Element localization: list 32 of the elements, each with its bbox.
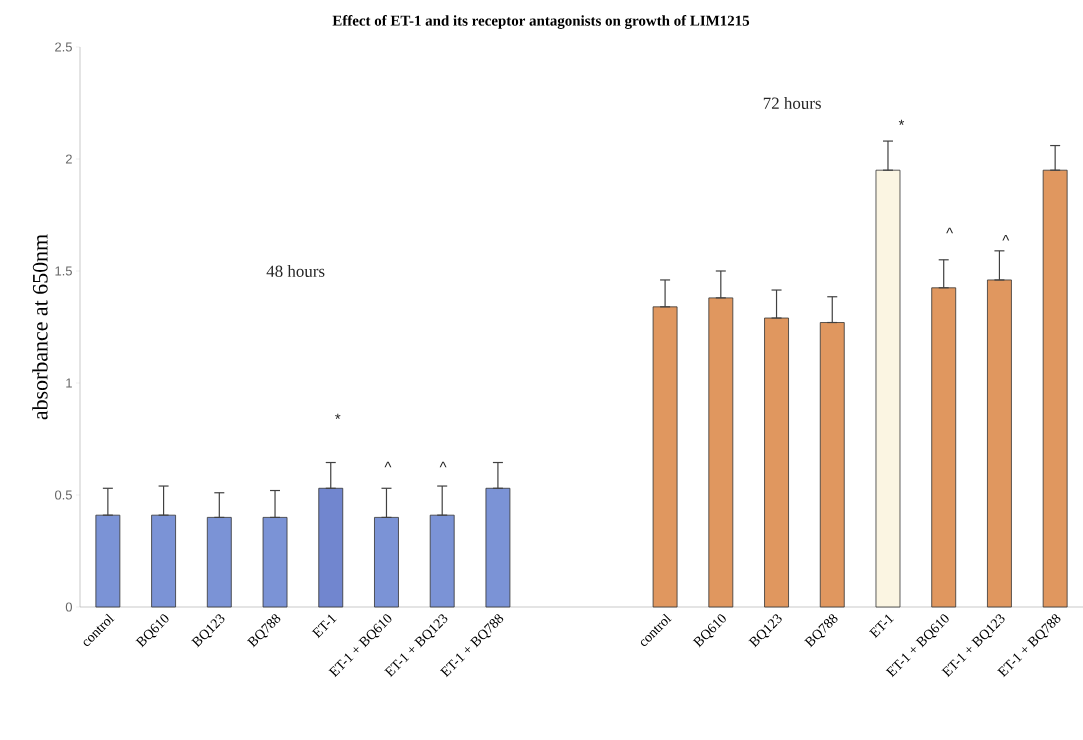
bar (1042, 169, 1068, 608)
y-tick-label: 0.5 (54, 490, 72, 500)
bar (652, 306, 678, 608)
bar (151, 514, 176, 608)
y-axis-title: absorbance at 650nm (32, 234, 48, 420)
bar (819, 322, 845, 608)
y-tick-label: 1 (66, 378, 72, 388)
annotation: ^ (384, 461, 392, 468)
chart-title: Effect of ET-1 and its receptor antagonists on growth of LIM1215 (332, 15, 750, 29)
y-tick-label: 2 (65, 154, 72, 164)
bar (931, 287, 957, 608)
bar (708, 297, 734, 608)
annotation: ^ (439, 461, 447, 468)
bar (318, 487, 344, 608)
bar (875, 169, 901, 608)
bar (485, 487, 511, 608)
bar (429, 514, 455, 608)
annotation: 48 hours (266, 265, 325, 277)
y-tick-label: 0 (65, 602, 72, 612)
bar (206, 517, 232, 608)
y-tick-label: 2.5 (55, 42, 72, 52)
annotation: * (335, 413, 341, 419)
annotation: * (898, 119, 905, 125)
bar (374, 517, 399, 608)
bar (987, 279, 1012, 608)
annotation: ^ (1002, 235, 1010, 241)
annotation: ^ (946, 227, 954, 234)
bar (262, 517, 288, 608)
bar (95, 514, 121, 608)
bar (764, 317, 789, 608)
y-tick-label: 1.5 (55, 266, 72, 276)
annotation: 72 hours (763, 97, 821, 109)
